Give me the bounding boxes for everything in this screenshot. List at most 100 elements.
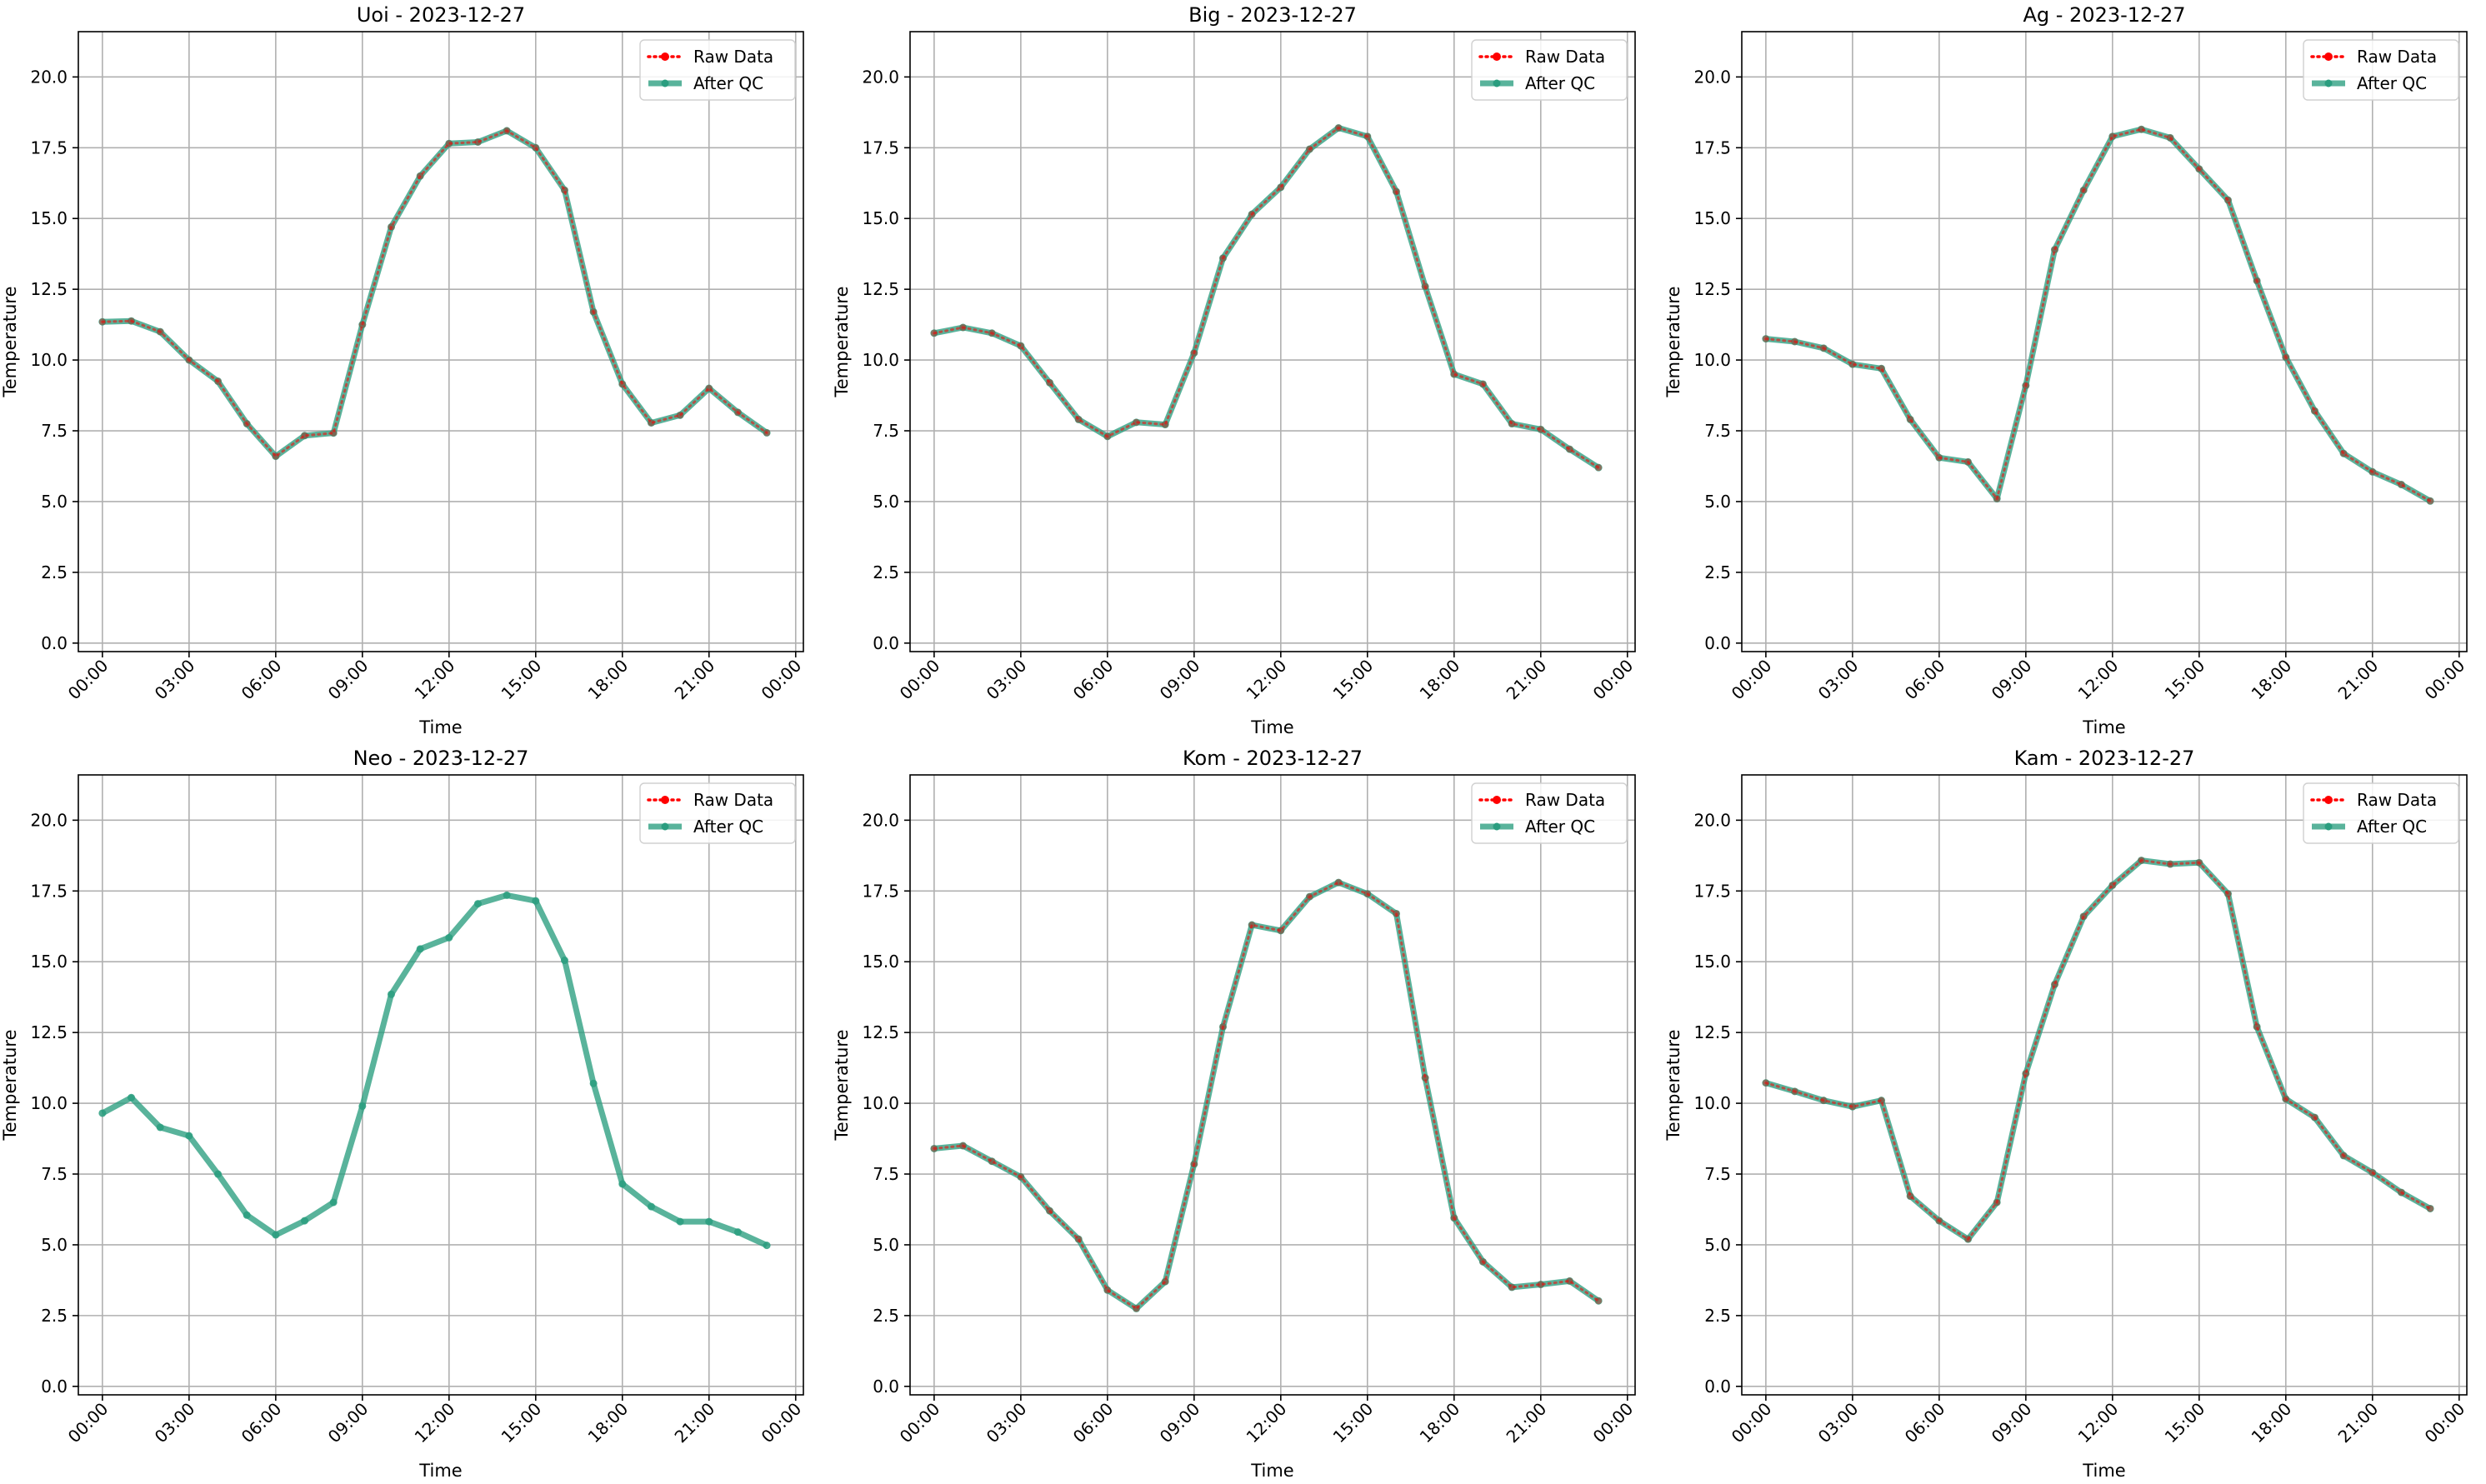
- y-tick-label: 2.5: [873, 1306, 899, 1326]
- data-point-after-qc: [2137, 125, 2145, 133]
- data-point-raw-data: [2253, 277, 2261, 284]
- legend-marker-after-qc: [1493, 79, 1501, 87]
- series-line-after-qc: [1765, 126, 2432, 504]
- data-point-after-qc: [473, 900, 482, 908]
- x-tick-label: 03:00: [1814, 656, 1863, 704]
- x-tick-label: 06:00: [1901, 656, 1949, 704]
- x-tick-label: 18:00: [1416, 656, 1464, 704]
- data-point-after-qc: [128, 1093, 136, 1102]
- data-point-raw-data: [1393, 910, 1400, 917]
- data-point-after-qc: [185, 1132, 193, 1140]
- y-tick-label: 17.5: [862, 137, 899, 157]
- y-tick-label: 17.5: [30, 137, 68, 157]
- legend: Raw Data After QC: [1471, 39, 1628, 101]
- x-tick-label: 12:00: [2074, 1399, 2123, 1447]
- data-point-after-qc: [733, 1228, 742, 1237]
- chart-panel: 0.0 2.5 5.0 7.5 10.0 12.5 15.0 17.5 20.0 00:00 03:…: [1663, 3, 2468, 737]
- x-tick-label: 00:00: [1728, 656, 1776, 704]
- data-point-raw-data: [1964, 1236, 1972, 1243]
- legend-label: Raw Data: [2357, 47, 2437, 67]
- data-point-after-qc: [589, 1079, 598, 1087]
- data-point-raw-data: [445, 140, 453, 147]
- y-tick-label: 10.0: [1693, 350, 1731, 370]
- y-tick-label: 17.5: [1693, 137, 1731, 157]
- data-point-raw-data: [1363, 132, 1371, 140]
- x-tick-label: 15:00: [2161, 656, 2209, 704]
- data-point-raw-data: [214, 377, 222, 385]
- x-tick-label: 12:00: [411, 656, 459, 704]
- x-tick-label: 00:00: [2421, 1399, 2469, 1447]
- data-point-raw-data: [2108, 882, 2116, 889]
- x-tick-label: 18:00: [584, 1399, 633, 1447]
- data-point-raw-data: [930, 329, 938, 337]
- data-point-raw-data: [2080, 187, 2088, 194]
- data-point-raw-data: [1993, 495, 2001, 502]
- x-tick-label: 15:00: [1329, 1399, 1378, 1447]
- x-tick-label: 00:00: [64, 1399, 113, 1447]
- y-tick-label: 5.0: [1704, 1235, 1731, 1255]
- data-point-raw-data: [2340, 450, 2348, 457]
- legend-marker-raw-data: [1493, 52, 1501, 61]
- data-point-raw-data: [2022, 382, 2029, 389]
- data-point-raw-data: [1017, 342, 1024, 350]
- data-point-raw-data: [330, 429, 338, 437]
- y-tick-label: 20.0: [1693, 810, 1731, 830]
- chart-title: Uoi - 2023-12-27: [357, 3, 525, 27]
- data-point-raw-data: [1935, 1217, 1943, 1225]
- data-point-raw-data: [1762, 1079, 1769, 1087]
- data-point-after-qc: [416, 945, 424, 953]
- y-tick-label: 10.0: [862, 350, 899, 370]
- data-point-raw-data: [677, 412, 684, 419]
- data-point-raw-data: [2398, 1189, 2405, 1197]
- data-point-raw-data: [2368, 1169, 2376, 1177]
- x-tick-label: 12:00: [411, 1399, 459, 1447]
- data-point-after-qc: [387, 990, 395, 998]
- legend-label: After QC: [1525, 73, 1595, 93]
- data-point-raw-data: [1848, 1103, 1856, 1111]
- data-point-raw-data: [618, 380, 626, 387]
- y-tick-label: 10.0: [30, 350, 68, 370]
- data-point-raw-data: [2282, 353, 2289, 361]
- data-point-raw-data: [1248, 922, 1256, 929]
- x-tick-label: 18:00: [2248, 1399, 2296, 1447]
- data-point-raw-data: [2427, 1205, 2434, 1212]
- y-tick-label: 2.5: [873, 562, 899, 582]
- data-point-raw-data: [1190, 1161, 1198, 1168]
- legend-marker-raw-data: [1493, 796, 1501, 804]
- y-tick-label: 2.5: [41, 562, 68, 582]
- y-tick-label: 5.0: [41, 1235, 68, 1255]
- x-axis-label: Time: [418, 717, 462, 737]
- x-tick-label: 12:00: [1243, 1399, 1291, 1447]
- x-axis-label: Time: [2082, 1461, 2125, 1481]
- y-tick-label: 0.0: [1704, 1377, 1731, 1397]
- data-point-raw-data: [988, 329, 996, 337]
- data-point-raw-data: [1075, 416, 1083, 423]
- x-tick-label: 15:00: [1329, 656, 1378, 704]
- data-point-raw-data: [272, 452, 279, 460]
- legend-label: After QC: [693, 817, 763, 837]
- y-tick-label: 15.0: [862, 208, 899, 228]
- legend-marker-after-qc: [1493, 822, 1501, 831]
- series-line-raw-data: [933, 126, 1600, 469]
- data-point-raw-data: [1508, 420, 1516, 427]
- data-point-after-qc: [329, 1198, 338, 1207]
- data-point-raw-data: [2224, 197, 2232, 204]
- y-tick-label: 7.5: [873, 1164, 899, 1184]
- data-point-raw-data: [1878, 365, 1885, 372]
- legend-marker-after-qc: [661, 79, 669, 87]
- data-point-raw-data: [1907, 1192, 1914, 1200]
- data-point-raw-data: [1422, 282, 1429, 290]
- data-point-raw-data: [1791, 338, 1798, 345]
- legend: Raw Data After QC: [1471, 782, 1628, 844]
- x-tick-label: 15:00: [2161, 1399, 2209, 1447]
- plot-frame: [909, 774, 1636, 1396]
- y-tick-label: 20.0: [1693, 67, 1731, 87]
- legend-label: After QC: [2357, 817, 2427, 837]
- chart-title: Big - 2023-12-27: [1188, 3, 1357, 27]
- series-line-after-qc: [1764, 857, 2432, 1242]
- x-tick-label: 21:00: [2334, 656, 2383, 704]
- x-tick-label: 03:00: [151, 1399, 199, 1447]
- y-tick-label: 10.0: [1693, 1093, 1731, 1113]
- data-point-raw-data: [1422, 1074, 1429, 1082]
